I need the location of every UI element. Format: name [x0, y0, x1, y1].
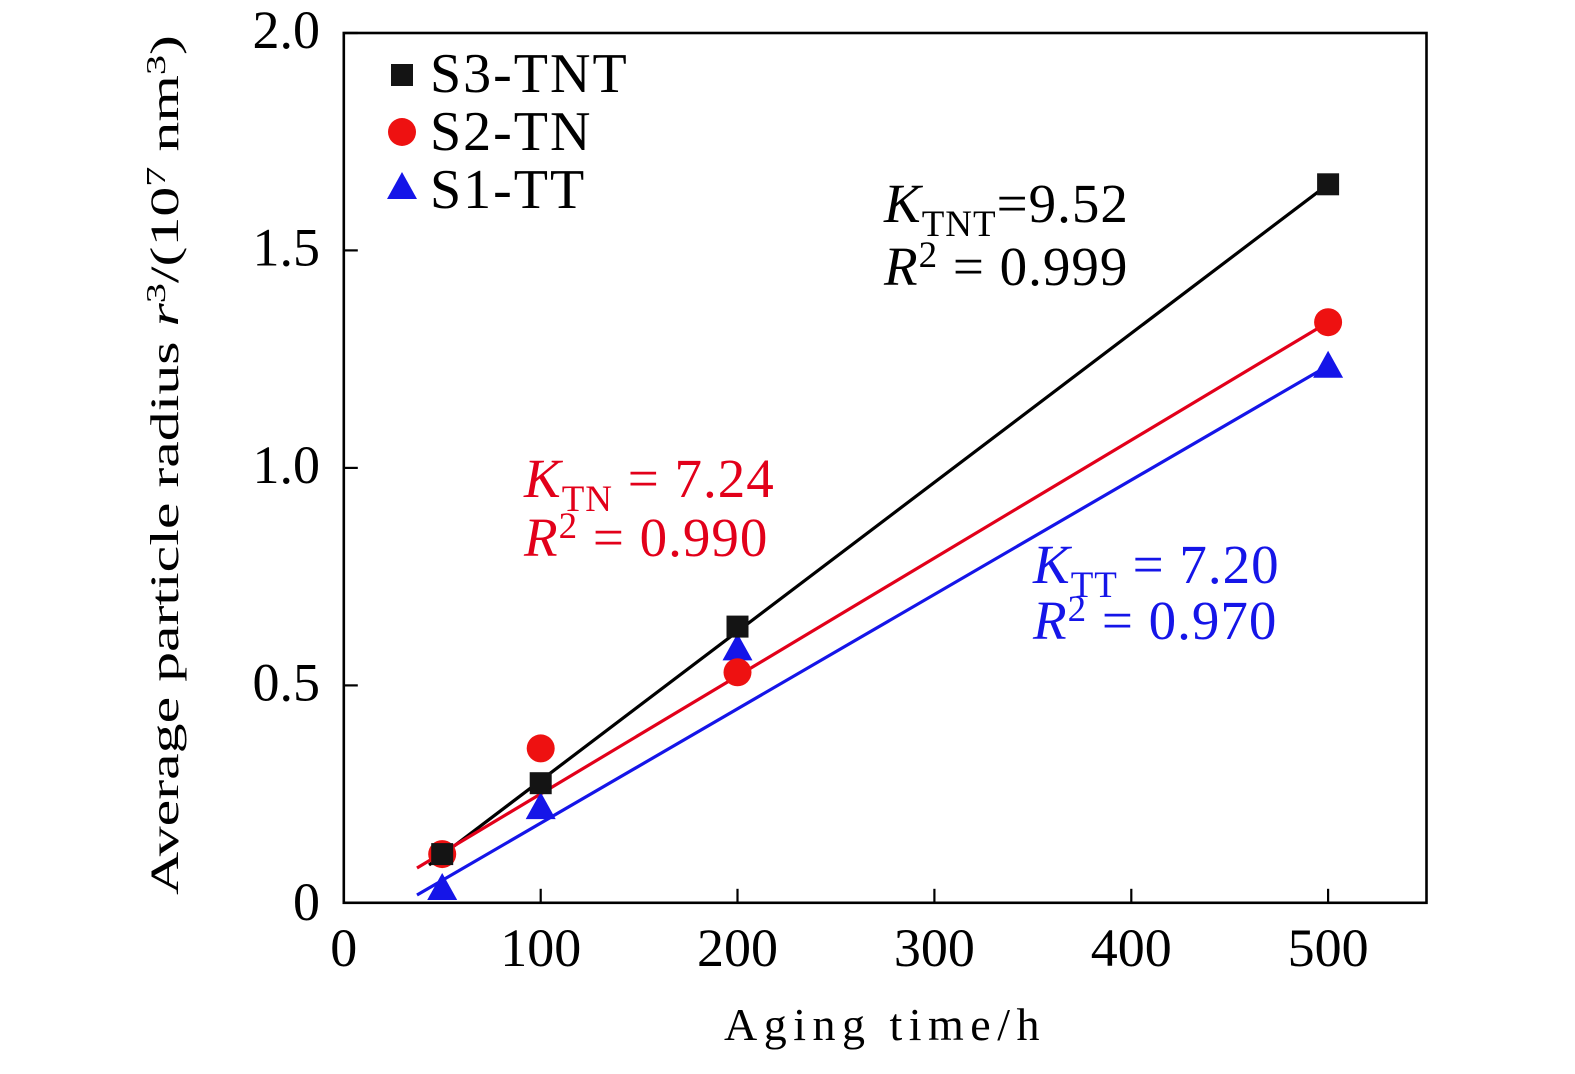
svg-text:R2 = 0.999: R2 = 0.999 — [883, 235, 1128, 297]
svg-text:200: 200 — [697, 918, 778, 978]
svg-text:100: 100 — [500, 918, 581, 978]
svg-text:1.0: 1.0 — [253, 435, 321, 495]
svg-text:1.5: 1.5 — [253, 217, 321, 277]
svg-text:S3-TNT: S3-TNT — [430, 43, 629, 105]
svg-text:0.5: 0.5 — [253, 652, 321, 712]
svg-text:S2-TN: S2-TN — [430, 101, 592, 163]
svg-text:2.0: 2.0 — [253, 0, 321, 60]
svg-text:400: 400 — [1091, 918, 1172, 978]
svg-text:Average particle radius r3/(10: Average particle radius r3/(107 nm3) — [141, 35, 187, 895]
svg-text:Aging time/h: Aging time/h — [724, 999, 1046, 1050]
svg-text:S1-TT: S1-TT — [430, 159, 586, 221]
svg-text:R2 = 0.990: R2 = 0.990 — [523, 506, 768, 568]
svg-text:0: 0 — [293, 872, 320, 932]
svg-text:R2 = 0.970: R2 = 0.970 — [1032, 589, 1277, 651]
svg-text:300: 300 — [894, 918, 975, 978]
svg-text:500: 500 — [1288, 918, 1369, 978]
svg-text:0: 0 — [330, 918, 357, 978]
